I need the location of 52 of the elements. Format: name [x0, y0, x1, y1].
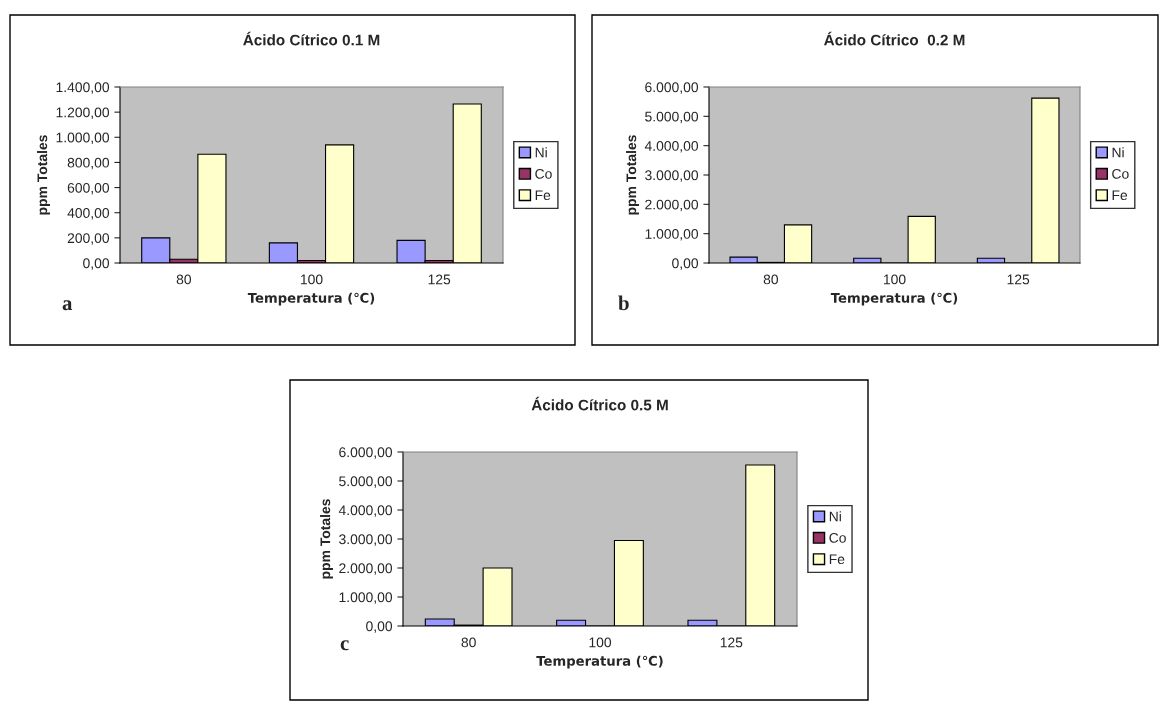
- y-tick-label: 3.000,00: [339, 534, 393, 546]
- y-tick-label: 1.200,00: [56, 107, 110, 119]
- legend-label: Ni: [535, 147, 547, 158]
- y-tick-label: 1.000,00: [645, 229, 699, 241]
- chart-title: Ácido Cítrico 0.5 M: [531, 396, 668, 411]
- y-tick-label: 6.000,00: [645, 82, 699, 94]
- y-tick-label: 5.000,00: [339, 476, 393, 488]
- legend-label: Co: [1112, 168, 1129, 179]
- x-axis-title: Temperatura (℃): [830, 292, 958, 306]
- y-axis-title: ppm Totales: [320, 499, 333, 579]
- legend-label: Fe: [535, 190, 551, 201]
- y-tick-label: 400,00: [67, 208, 110, 220]
- y-tick-label: 3.000,00: [645, 170, 699, 182]
- y-tick-label: 4.000,00: [338, 505, 393, 517]
- chart-title: Ácido Cítrico 0.2 M: [824, 31, 965, 46]
- x-tick-label: 125: [428, 274, 451, 285]
- y-tick-label: 800,00: [67, 157, 110, 170]
- x-tick-label: 125: [1007, 274, 1030, 285]
- legend-label: Fe: [829, 554, 845, 565]
- legend-label: Ni: [1112, 147, 1124, 158]
- text: c: [340, 640, 349, 651]
- y-tick-label: 1.000,00: [339, 592, 393, 604]
- y-tick-label: 1.400,00: [56, 82, 110, 94]
- y-tick-label: 600,00: [67, 182, 110, 195]
- y-tick-label: 0,00: [672, 258, 699, 270]
- y-tick-label: 1.000,00: [56, 132, 110, 145]
- x-tick-label: 100: [883, 274, 906, 285]
- text: a: [62, 300, 73, 311]
- text: b: [618, 295, 629, 311]
- y-tick-label: 0,00: [366, 621, 393, 633]
- x-tick-label: 100: [589, 637, 612, 648]
- legend-label: Ni: [829, 511, 841, 522]
- x-axis-title: Temperatura (℃): [247, 292, 375, 306]
- y-axis-title: ppm Totales: [37, 135, 50, 215]
- x-tick-label: 80: [763, 274, 779, 285]
- x-tick-label: 80: [461, 637, 476, 648]
- y-tick-label: 4.000,00: [644, 141, 699, 153]
- y-tick-label: 0,00: [83, 258, 110, 270]
- x-tick-label: 125: [720, 637, 743, 648]
- legend-label: Co: [829, 532, 846, 543]
- x-tick-label: 80: [176, 274, 192, 285]
- y-tick-label: 2.000,00: [339, 563, 393, 575]
- x-tick-label: 100: [300, 274, 323, 285]
- y-tick-label: 2.000,00: [645, 199, 699, 212]
- chart-title: Ácido Cítrico 0.1 M: [243, 31, 380, 46]
- legend-label: Fe: [1112, 190, 1128, 201]
- x-axis-title: Temperatura (℃): [536, 655, 663, 669]
- y-tick-label: 6.000,00: [339, 447, 393, 459]
- legend-label: Co: [535, 168, 552, 179]
- y-tick-label: 200,00: [67, 233, 110, 245]
- y-tick-label: 5.000,00: [645, 111, 699, 124]
- y-axis-title: ppm Totales: [626, 135, 639, 215]
